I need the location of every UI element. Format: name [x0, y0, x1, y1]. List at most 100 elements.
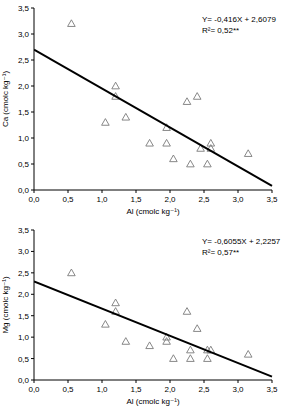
x-tick [170, 380, 171, 383]
y-axis [34, 230, 35, 380]
y-tick-label: 1,0 [18, 134, 30, 143]
point [146, 342, 154, 349]
y-tick-label: 1,5 [18, 108, 30, 117]
y-tick [31, 230, 34, 231]
y-tick-label: 1,0 [18, 333, 30, 342]
y-tick-label: 3,0 [18, 247, 30, 256]
point [112, 82, 120, 89]
x-tick-label: 0,5 [62, 385, 74, 394]
point [122, 338, 130, 345]
y-tick [31, 164, 34, 165]
x-tick [238, 190, 239, 193]
y-tick-label: 0,0 [18, 186, 30, 195]
x-tick [170, 190, 171, 193]
y-axis [34, 8, 35, 190]
regression-line [34, 281, 272, 376]
x-tick-label: 1,5 [130, 195, 142, 204]
point [187, 355, 195, 362]
y-tick [31, 358, 34, 359]
x-tick-label: 2,5 [198, 385, 210, 394]
annotation: Y= -0,416X + 2,6079 [202, 15, 276, 24]
x-tick-label: 2,0 [164, 385, 176, 394]
y-tick [31, 8, 34, 9]
x-tick-label: 3,5 [266, 385, 278, 394]
point [207, 139, 215, 146]
point [193, 325, 201, 332]
y-tick-label: 0,0 [18, 376, 30, 385]
y-tick [31, 294, 34, 295]
point [187, 346, 195, 353]
point [146, 139, 154, 146]
chart: 0,0 0,5 1,0 1,5 2,0 2,5 3,0 3,5 0,0 0,5 1,0 1,5 2,0 2… [1, 4, 278, 216]
y-tick [31, 86, 34, 87]
x-tick [272, 190, 273, 193]
y-tick-label: 2,0 [18, 290, 30, 299]
x-axis-label: Al (cmolc kg⁻¹) [126, 397, 179, 406]
x-tick-label: 0,5 [62, 195, 74, 204]
x-tick [102, 380, 103, 383]
y-axis-label: Ca (cmolc kg⁻¹) [1, 71, 10, 128]
y-tick [31, 60, 34, 61]
y-tick-label: 2,0 [18, 82, 30, 91]
x-tick-label: 1,5 [130, 385, 142, 394]
point [170, 155, 178, 162]
x-tick-label: 2,0 [164, 195, 176, 204]
x-tick-label: 1,0 [96, 385, 108, 394]
x-tick-label: 3,0 [232, 195, 244, 204]
point [183, 308, 191, 315]
point [244, 350, 252, 357]
point [204, 355, 212, 362]
point [102, 119, 110, 126]
y-tick-label: 2,5 [18, 56, 30, 65]
x-tick [204, 380, 205, 383]
y-tick-label: 0,5 [18, 160, 30, 169]
x-tick-label: 0,0 [28, 385, 40, 394]
x-tick [68, 190, 69, 193]
point [68, 20, 76, 27]
x-tick [136, 190, 137, 193]
point [187, 160, 195, 167]
point [68, 269, 76, 276]
point [244, 150, 252, 157]
annotation: R²= 0,52** [202, 26, 239, 35]
y-tick-label: 3,5 [18, 226, 30, 235]
x-tick [102, 190, 103, 193]
annotation: Y= -0,6055X + 2,2257 [202, 237, 281, 246]
annotation: R²= 0,57** [202, 248, 239, 257]
x-axis-label: Al (cmolc kg⁻¹) [126, 207, 179, 216]
y-tick [31, 190, 34, 191]
y-axis-label: Mg (cmolc kg⁻¹) [1, 276, 10, 333]
y-tick [31, 315, 34, 316]
regression-line [34, 50, 272, 186]
x-tick-label: 2,5 [198, 195, 210, 204]
point [204, 160, 212, 167]
point [193, 93, 201, 100]
point [102, 320, 110, 327]
point [122, 113, 130, 120]
y-tick-label: 3,0 [18, 30, 30, 39]
x-axis [34, 380, 272, 381]
y-tick-label: 0,5 [18, 355, 30, 364]
point [163, 139, 171, 146]
x-tick-label: 3,0 [232, 385, 244, 394]
y-tick [31, 138, 34, 139]
x-tick [136, 380, 137, 383]
y-tick [31, 34, 34, 35]
y-tick [31, 337, 34, 338]
x-tick [238, 380, 239, 383]
point [170, 355, 178, 362]
y-tick [31, 112, 34, 113]
chart: 0,00,51,01,52,02,53,03,50,00,51,01,52,02… [1, 226, 281, 406]
y-tick [31, 380, 34, 381]
x-tick-label: 1,0 [96, 195, 108, 204]
figure: 0,0 0,5 1,0 1,5 2,0 2,5 3,0 3,5 0,0 0,5 1,0 1,5 2,0 2… [0, 0, 290, 408]
y-tick-label: 3,5 [18, 4, 30, 13]
x-tick-label: 3,5 [266, 195, 278, 204]
plot-area [34, 269, 272, 377]
x-tick-label: 0,0 [28, 195, 40, 204]
point [163, 338, 171, 345]
point [112, 299, 120, 306]
x-tick [272, 380, 273, 383]
plot-area [34, 20, 272, 186]
y-tick-label: 2,5 [18, 269, 30, 278]
